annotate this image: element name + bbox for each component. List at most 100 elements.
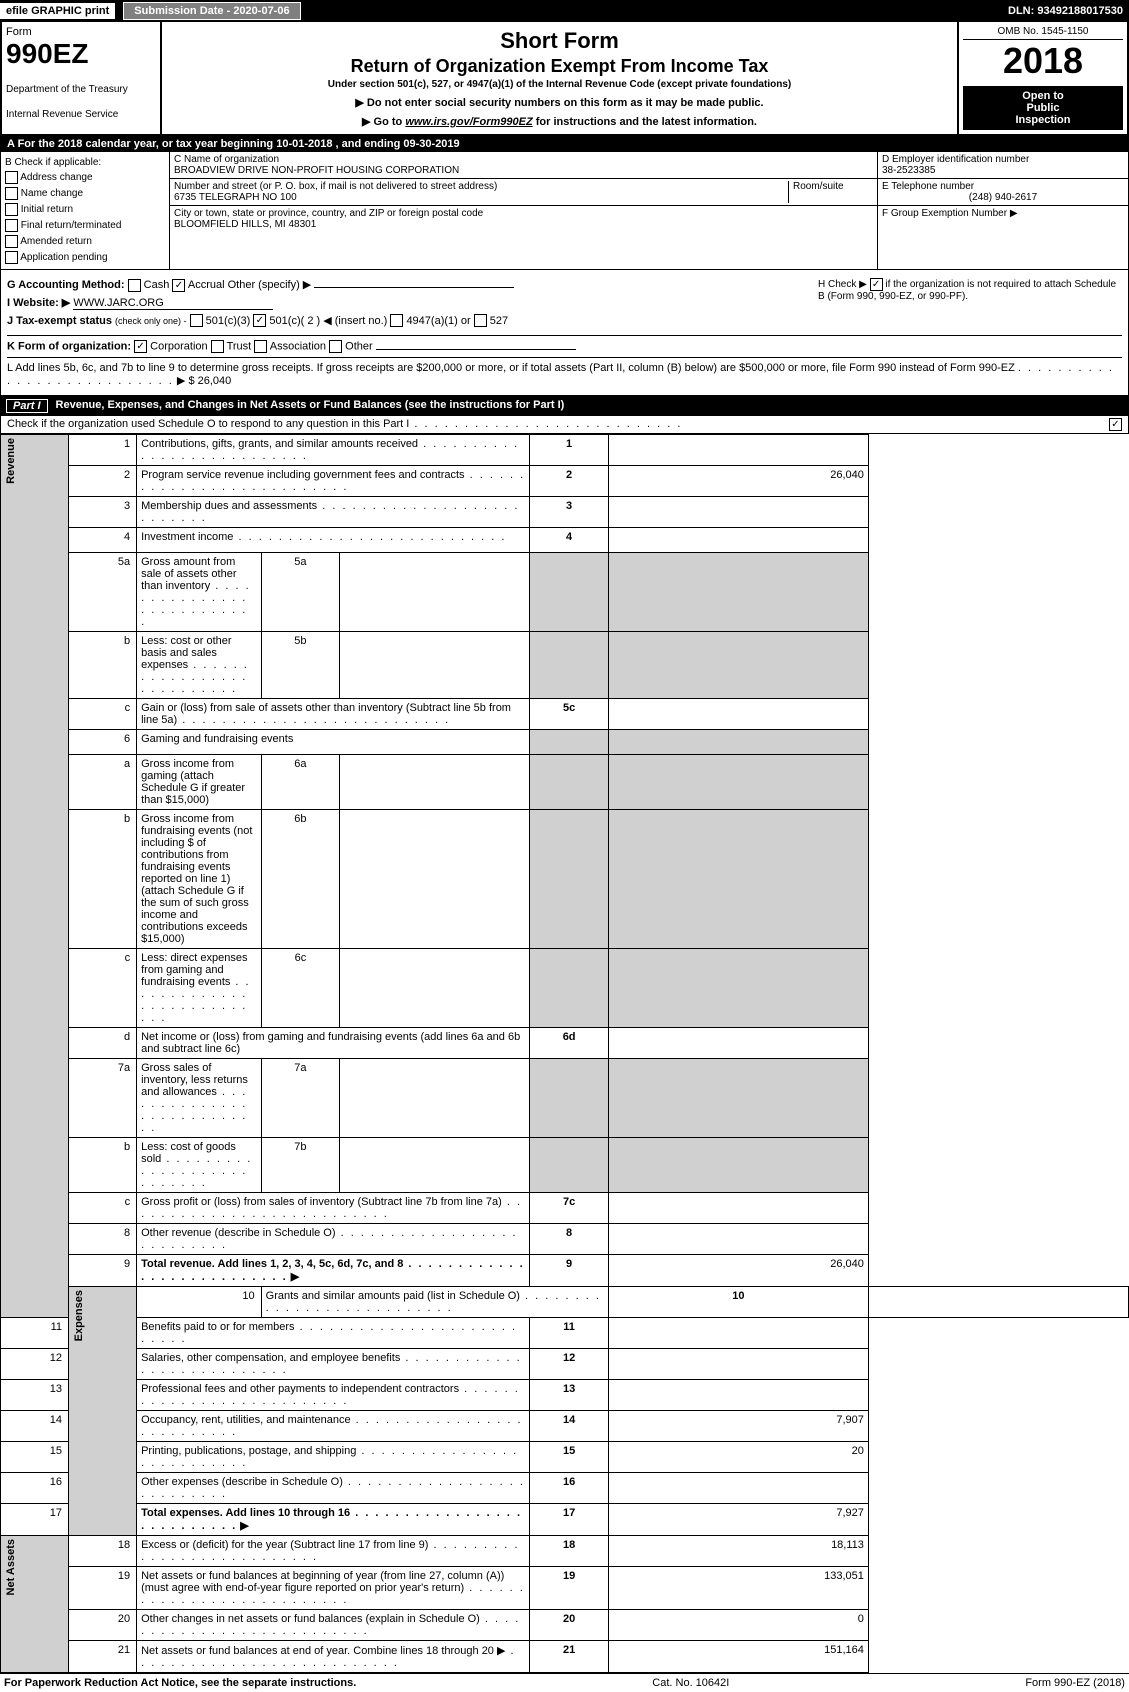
line-desc: Contributions, gifts, grants, and simila… [137,435,530,466]
checkbox-icon[interactable]: ✓ [1109,418,1122,431]
table-row: 3 Membership dues and assessments 3 [1,497,1129,528]
line-g: G Accounting Method: Cash ✓ Accrual Othe… [7,278,814,292]
line-i: I Website: ▶ WWW.JARC.ORG [7,296,814,310]
line-num: 18 [69,1536,137,1567]
note2-pre: ▶ Go to [362,116,405,128]
line-desc: Excess or (deficit) for the year (Subtra… [137,1536,530,1567]
box-c: C Name of organization BROADVIEW DRIVE N… [170,152,878,269]
line-desc: Other expenses (describe in Schedule O) [137,1473,530,1504]
line-desc: Gaming and fundraising events [137,730,530,755]
line-num: 14 [1,1411,69,1442]
line-amount [608,1028,868,1059]
checkbox-icon[interactable] [211,340,224,353]
check-name-change[interactable]: Name change [5,187,165,200]
table-row: c Less: direct expenses from gaming and … [1,949,1129,1028]
checkbox-icon[interactable] [329,340,342,353]
check-label: Amended return [20,236,92,247]
table-row: 17 Total expenses. Add lines 10 through … [1,1504,1129,1536]
sub-val [340,1138,530,1193]
g-other-input[interactable] [314,287,514,288]
line-num: 6 [69,730,137,755]
line-num: 12 [1,1349,69,1380]
info-grid: B Check if applicable: Address change Na… [1,152,1128,269]
line-num: 17 [1,1504,69,1536]
city-label: City or town, state or province, country… [174,208,873,219]
checkbox-icon[interactable]: ✓ [172,279,185,292]
line-amount [608,1318,868,1349]
checkbox-icon[interactable] [190,314,203,327]
checkbox-icon[interactable]: ✓ [134,340,147,353]
line-amount: 7,927 [608,1504,868,1536]
page-footer: For Paperwork Reduction Act Notice, see … [0,1673,1129,1692]
line-desc: Net income or (loss) from gaming and fun… [137,1028,530,1059]
line-desc: Occupancy, rent, utilities, and maintena… [137,1411,530,1442]
line-amount [608,1473,868,1504]
line-l: L Add lines 5b, 6c, and 7b to line 9 to … [7,357,1122,387]
line-desc: Gross profit or (loss) from sales of inv… [137,1193,530,1224]
line-amount [608,435,868,466]
line-num: 16 [1,1473,69,1504]
check-final-return[interactable]: Final return/terminated [5,219,165,232]
submission-date-button[interactable]: Submission Date - 2020-07-06 [123,2,300,20]
sub-box: 5b [261,632,340,699]
check-initial-return[interactable]: Initial return [5,203,165,216]
sub-box: 7a [261,1059,340,1138]
ein-value: 38-2523385 [882,165,1124,176]
table-row: 5a Gross amount from sale of assets othe… [1,553,1129,632]
period-text-a: A For the 2018 calendar year, or tax yea… [7,138,276,150]
room-suite-label: Room/suite [788,181,873,203]
sub-val [340,949,530,1028]
website-value: WWW.JARC.ORG [73,297,273,310]
line-desc: Gross income from fundraising events (no… [137,810,262,949]
irs-link[interactable]: www.irs.gov/Form990EZ [405,116,532,128]
check-label: Application pending [20,252,107,263]
revenue-side-label: Revenue [5,438,17,484]
check-application-pending[interactable]: Application pending [5,251,165,264]
table-row: 9 Total revenue. Add lines 1, 2, 3, 4, 5… [1,1255,1129,1287]
table-row: 21 Net assets or fund balances at end of… [1,1641,1129,1673]
sub-box: 6a [261,755,340,810]
g-accrual: Accrual [188,279,225,291]
checkbox-icon[interactable] [128,279,141,292]
line-box: 6d [530,1028,609,1059]
checkbox-icon[interactable]: ✓ [253,314,266,327]
checkbox-icon[interactable]: ✓ [870,278,883,291]
line-num: 15 [1,1442,69,1473]
checkbox-icon[interactable] [254,340,267,353]
line-amount: 133,051 [608,1567,868,1610]
checkbox-icon [5,187,18,200]
box-b: B Check if applicable: Address change Na… [1,152,170,269]
footer-left: For Paperwork Reduction Act Notice, see … [4,1677,356,1689]
line-desc: Professional fees and other payments to … [137,1380,530,1411]
form-subtitle: Under section 501(c), 527, or 4947(a)(1)… [166,79,953,90]
shaded-cell [530,632,609,699]
phone-label: E Telephone number [882,181,1124,192]
check-amended-return[interactable]: Amended return [5,235,165,248]
checkbox-icon[interactable] [390,314,403,327]
sub-val [340,755,530,810]
line-box: 21 [530,1641,609,1673]
table-row: Revenue 1 Contributions, gifts, grants, … [1,435,1129,466]
shaded-cell [530,755,609,810]
shaded-cell [608,949,868,1028]
footer-center: Cat. No. 10642I [652,1677,729,1689]
efile-print-label[interactable]: efile GRAPHIC print [0,3,115,19]
part-1-checkline: Check if the organization used Schedule … [0,416,1129,434]
street-row: Number and street (or P. O. box, if mail… [170,179,877,206]
table-row: 11 Benefits paid to or for members 11 [1,1318,1129,1349]
line-amount [608,497,868,528]
line-num: a [69,755,137,810]
k-other-input[interactable] [376,349,576,350]
netassets-side-label: Net Assets [5,1539,17,1595]
form-title-1: Short Form [166,28,953,54]
table-row: 12 Salaries, other compensation, and emp… [1,1349,1129,1380]
check-address-change[interactable]: Address change [5,171,165,184]
line-amount: 18,113 [608,1536,868,1567]
dept-label: Department of the Treasury [6,84,156,95]
line-desc: Salaries, other compensation, and employ… [137,1349,530,1380]
line-desc: Other changes in net assets or fund bala… [137,1610,530,1641]
table-row: 16 Other expenses (describe in Schedule … [1,1473,1129,1504]
checkbox-icon[interactable] [474,314,487,327]
line-amount: 20 [608,1442,868,1473]
line-box: 13 [530,1380,609,1411]
